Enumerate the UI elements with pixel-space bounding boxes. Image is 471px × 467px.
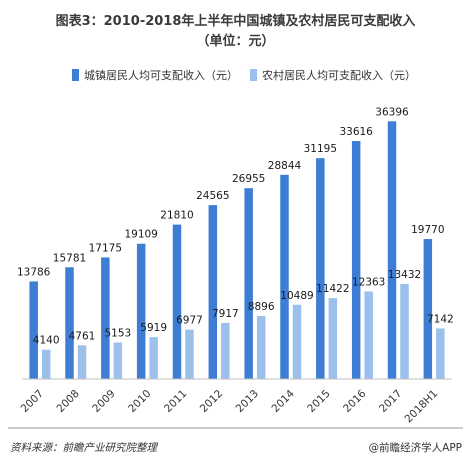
x-tick-label-2015: 2015 [305,388,332,415]
bar-rural-2013 [256,316,266,379]
value-label-rural-2010: 5919 [140,322,167,334]
value-label-urban-2013: 26955 [232,173,265,185]
value-label-urban-2017: 36396 [375,106,409,118]
bar-urban-2017 [387,121,397,379]
x-tick-label-2010: 2010 [126,388,153,415]
footer-brand: @前瞻经济学人APP [369,441,462,454]
bar-rural-2016 [364,291,373,379]
value-label-rural-2018H1: 7142 [427,313,454,325]
x-tick-label-2009: 2009 [90,388,117,415]
bar-rural-2009 [113,342,123,379]
value-label-rural-2007: 4140 [33,335,60,347]
legend-swatch-urban [72,69,79,81]
bar-rural-2011 [185,329,194,379]
x-tick-label-2014: 2014 [269,387,297,415]
bar-rural-2010 [149,337,158,379]
bar-rural-2014 [292,304,302,379]
legend-swatch-rural [250,69,257,81]
value-label-urban-2010: 19109 [124,229,157,241]
value-label-rural-2013: 8896 [248,301,275,313]
chart-title-line1: 图表3：2010-2018年上半年中国城镇及农村居民可支配收入 [56,13,416,29]
bar-urban-2013 [244,188,253,379]
bar-group [29,121,445,379]
bar-rural-2018H1 [436,328,445,379]
x-tick-group: 2007 2008 2009 2010 2011 2012 2013 2014 2015 2016… [19,387,441,425]
bar-urban-2008 [65,267,74,379]
bar-rural-2007 [41,349,51,379]
footer-source: 资料来源：前瞻产业研究院整理 [10,442,158,454]
bar-urban-2016 [351,141,361,379]
value-label-rural-2011: 6977 [176,315,203,327]
value-label-urban-2018H1: 19770 [411,224,444,236]
value-label-urban-2008: 15781 [53,252,86,264]
bar-urban-2012 [208,205,218,379]
bar-rural-2015 [328,298,338,379]
value-label-urban-2007: 13786 [17,266,51,278]
bar-rural-2012 [221,322,230,379]
bar-urban-2011 [172,224,182,379]
legend-label-rural: 农村居民人均可支配收入（元） [262,68,416,82]
bar-urban-2010 [136,243,146,379]
value-label-rural-2016: 12363 [352,276,385,288]
value-label-rural-2014: 10489 [280,290,313,302]
bar-urban-2014 [280,174,289,379]
legend-label-urban: 城镇居民人均可支配收入（元） [84,68,238,82]
x-tick-label-2017: 2017 [377,388,404,415]
x-tick-label-2013: 2013 [234,388,261,415]
value-label-rural-2015: 11422 [316,283,349,295]
value-label-urban-2014: 28844 [268,160,302,172]
value-label-rural-2008: 4761 [69,330,96,342]
chart-title-line2: （单位：元） [196,33,274,49]
value-label-group: 13786 4140 15781 4761 17175 5153 19109 5919 2181… [17,106,454,346]
value-label-urban-2016: 33616 [339,126,373,138]
bar-urban-2015 [316,158,325,379]
x-tick-label-2016: 2016 [341,387,369,415]
bar-urban-2018H1 [423,239,433,379]
value-label-rural-2017: 13432 [388,269,421,281]
bar-urban-2007 [29,281,38,379]
x-tick-label-2008: 2008 [54,388,81,415]
value-label-urban-2011: 21810 [160,210,193,222]
value-label-rural-2009: 5153 [104,328,131,340]
bar-urban-2009 [101,257,110,379]
bar-rural-2008 [77,345,87,379]
x-tick-label-2011: 2011 [162,388,189,415]
legend: 城镇居民人均可支配收入（元） 农村居民人均可支配收入（元） [72,68,416,82]
value-label-urban-2009: 17175 [89,242,122,254]
value-label-urban-2015: 31195 [304,143,337,155]
x-tick-label-2012: 2012 [198,388,225,415]
value-label-urban-2012: 24565 [196,190,229,202]
x-tick-label-2018H1: 2018H1 [403,388,441,426]
bar-rural-2017 [400,283,409,379]
x-tick-label-2007: 2007 [19,388,46,415]
value-label-rural-2012: 7917 [212,308,239,320]
